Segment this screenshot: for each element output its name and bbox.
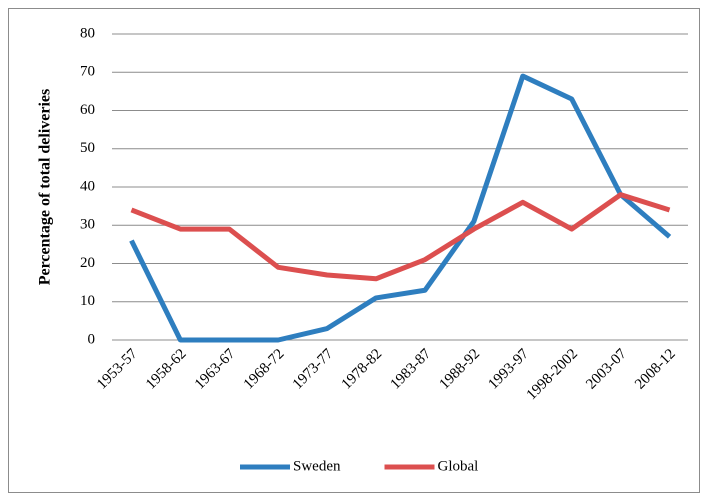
y-tick-label: 20 xyxy=(80,255,95,271)
y-tick-label: 30 xyxy=(80,217,95,233)
data-line xyxy=(129,73,672,343)
y-tick-label: 60 xyxy=(80,102,95,118)
chart-border xyxy=(8,8,700,493)
y-tick-label: 40 xyxy=(80,178,95,194)
y-tick-label: 50 xyxy=(80,140,95,156)
data-line xyxy=(130,192,671,282)
y-tick-label: 10 xyxy=(80,293,95,309)
y-tick-label: 0 xyxy=(88,331,96,347)
y-tick-label: 70 xyxy=(80,64,95,80)
y-axis-label: Percentage of total deliveries xyxy=(37,89,54,286)
legend-label: Sweden xyxy=(293,458,341,474)
legend-label: Global xyxy=(438,458,479,474)
y-tick-label: 80 xyxy=(80,25,95,41)
